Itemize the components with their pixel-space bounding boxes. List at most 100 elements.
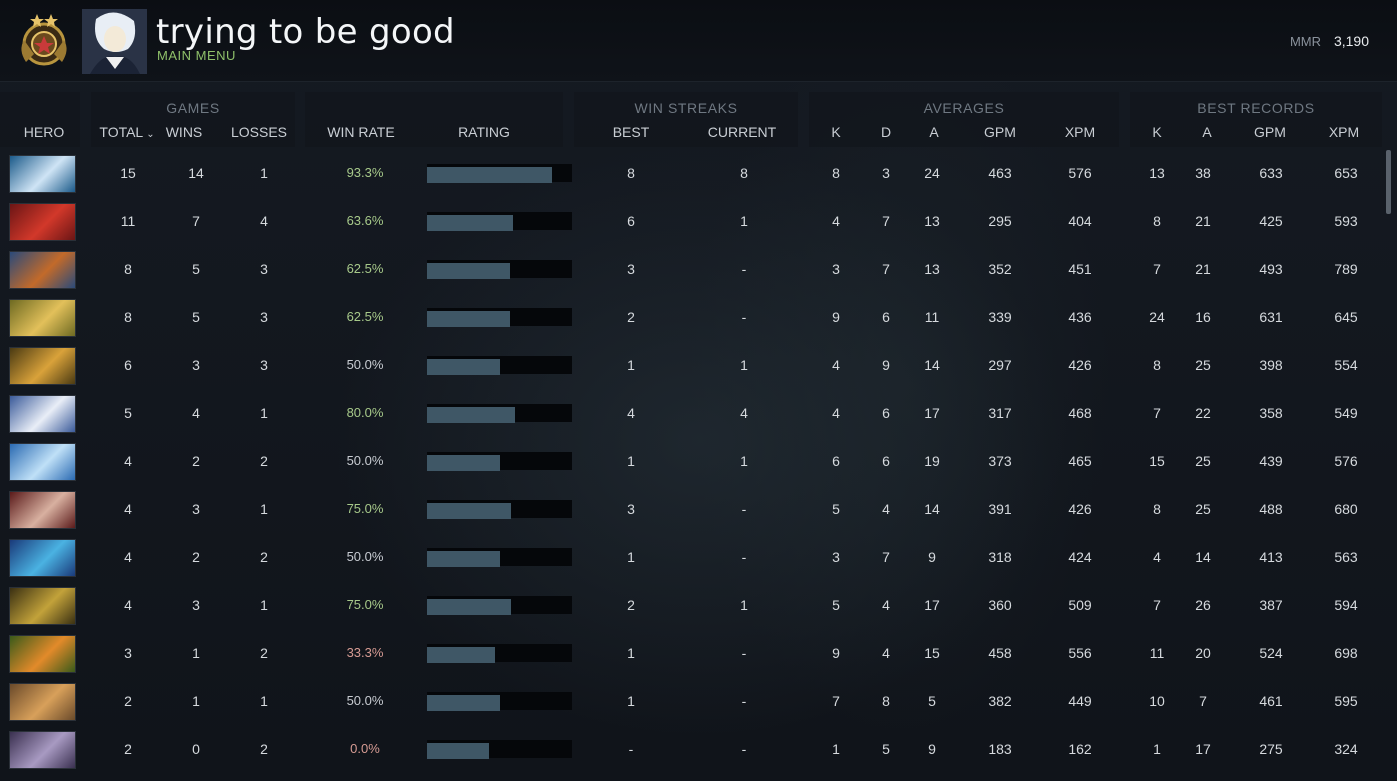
col-best-k[interactable]: K	[1152, 124, 1162, 140]
avg-k-cell: 5	[832, 597, 840, 613]
col-best-streak[interactable]: BEST	[612, 124, 650, 140]
current-streak-cell: -	[741, 741, 747, 757]
losses-cell: 4	[260, 213, 268, 229]
table-row[interactable]: 15 14 1 93.3% 8 8 8 3 24 463 576 13 38 633 653	[0, 150, 1380, 198]
avg-d-cell: 9	[882, 357, 890, 373]
best-gpm-cell: 275	[1259, 741, 1283, 757]
table-row[interactable]: 2 1 1 50.0% 1 - 7 8 5 382 449 10 7 461 595	[0, 678, 1380, 726]
table-row[interactable]: 4 2 2 50.0% 1 - 3 7 9 318 424 4 14 413 563	[0, 534, 1380, 582]
col-avg-k[interactable]: K	[831, 124, 841, 140]
col-rating[interactable]: RATING	[458, 124, 510, 140]
rating-bar-fill	[427, 599, 511, 615]
best-xpm-cell: 653	[1334, 165, 1358, 181]
best-streak-cell: 3	[627, 261, 635, 277]
best-a-cell: 14	[1195, 549, 1211, 565]
table-row[interactable]: 3 1 2 33.3% 1 - 9 4 15 458 556 11 20 524 698	[0, 630, 1380, 678]
total-cell: 3	[124, 645, 132, 661]
avg-a-cell: 17	[924, 597, 940, 613]
slark-hero-portrait[interactable]	[9, 539, 76, 577]
rating-bar	[427, 644, 572, 663]
techies-hero-portrait[interactable]	[9, 683, 76, 721]
games-group-title: GAMES	[166, 100, 220, 116]
col-wins[interactable]: WINS	[165, 124, 203, 140]
table-row[interactable]: 6 3 3 50.0% 1 1 4 9 14 297 426 8 25 398 554	[0, 342, 1380, 390]
table-row[interactable]: 8 5 3 62.5% 3 - 3 7 13 352 451 7 21 493 789	[0, 246, 1380, 294]
rating-bar-fill	[427, 263, 510, 279]
avg-k-cell: 4	[832, 213, 840, 229]
best-records-header-block	[1130, 92, 1382, 147]
total-cell: 2	[124, 741, 132, 757]
losses-cell: 3	[260, 261, 268, 277]
player-avatar[interactable]	[82, 9, 147, 74]
bane-hero-portrait[interactable]	[9, 731, 76, 769]
total-cell: 6	[124, 357, 132, 373]
rating-bar	[427, 404, 572, 423]
col-avg-a[interactable]: A	[929, 124, 939, 140]
col-avg-gpm[interactable]: GPM	[984, 124, 1016, 140]
sort-descending-icon: ⌄	[146, 129, 155, 140]
table-row[interactable]: 5 4 1 80.0% 4 4 4 6 17 317 468 7 22 358 549	[0, 390, 1380, 438]
avg-d-cell: 6	[882, 309, 890, 325]
avg-gpm-cell: 297	[988, 357, 1012, 373]
col-win-rate[interactable]: WIN RATE	[327, 124, 395, 140]
main-menu-link[interactable]: MAIN MENU	[157, 48, 236, 63]
col-best-xpm[interactable]: XPM	[1328, 124, 1360, 140]
col-avg-xpm[interactable]: XPM	[1064, 124, 1096, 140]
crystal-maiden-hero-portrait[interactable]	[9, 395, 76, 433]
wraith-king-hero-portrait[interactable]	[9, 587, 76, 625]
col-best-a[interactable]: A	[1202, 124, 1212, 140]
losses-cell: 2	[260, 453, 268, 469]
table-row[interactable]: 8 5 3 62.5% 2 - 9 6 11 339 436 24 16 631 645	[0, 294, 1380, 342]
games-header-block	[91, 92, 295, 147]
col-avg-d[interactable]: D	[880, 124, 892, 140]
best-streak-cell: 1	[627, 549, 635, 565]
total-cell: 5	[124, 405, 132, 421]
win-rate-cell: 75.0%	[346, 501, 384, 516]
windranger-hero-portrait[interactable]	[9, 635, 76, 673]
omniknight-hero-portrait[interactable]	[9, 299, 76, 337]
win-rate-cell: 50.0%	[346, 453, 384, 468]
zeus-hero-portrait[interactable]	[9, 155, 76, 193]
bloodseeker-hero-portrait[interactable]	[9, 203, 76, 241]
avg-d-cell: 8	[882, 693, 890, 709]
best-gpm-cell: 425	[1259, 213, 1283, 229]
mmr-label: MMR	[1289, 34, 1321, 49]
table-row[interactable]: 11 7 4 63.6% 6 1 4 7 13 295 404 8 21 425 593	[0, 198, 1380, 246]
losses-cell: 1	[260, 597, 268, 613]
scrollbar-thumb[interactable]	[1386, 150, 1391, 214]
current-streak-cell: 1	[740, 453, 748, 469]
best-a-cell: 17	[1195, 741, 1211, 757]
table-row[interactable]: 4 3 1 75.0% 3 - 5 4 14 391 426 8 25 488 680	[0, 486, 1380, 534]
win-rate-cell: 50.0%	[346, 357, 384, 372]
table-row[interactable]: 4 3 1 75.0% 2 1 5 4 17 360 509 7 26 387 594	[0, 582, 1380, 630]
rating-bar	[427, 260, 572, 279]
win-streaks-group-title: WIN STREAKS	[634, 100, 738, 116]
table-row[interactable]: 2 0 2 0.0% - - 1 5 9 183 162 1 17 275 324	[0, 726, 1380, 774]
best-gpm-cell: 398	[1259, 357, 1283, 373]
total-cell: 8	[124, 261, 132, 277]
best-streak-cell: 2	[627, 597, 635, 613]
total-cell: 11	[120, 213, 136, 229]
col-current-streak[interactable]: CURRENT	[707, 124, 777, 140]
rating-bar	[427, 356, 572, 375]
avg-gpm-cell: 183	[988, 741, 1012, 757]
col-hero[interactable]: HERO	[23, 124, 65, 140]
best-a-cell: 25	[1195, 357, 1211, 373]
rating-bar	[427, 308, 572, 327]
best-a-cell: 7	[1199, 693, 1207, 709]
gyrocopter-hero-portrait[interactable]	[9, 251, 76, 289]
alchemist-hero-portrait[interactable]	[9, 347, 76, 385]
best-k-cell: 10	[1149, 693, 1165, 709]
col-losses[interactable]: LOSSES	[230, 124, 288, 140]
ancient-apparition-hero-portrait[interactable]	[9, 443, 76, 481]
avg-gpm-cell: 382	[988, 693, 1012, 709]
best-gpm-cell: 439	[1259, 453, 1283, 469]
best-xpm-cell: 594	[1334, 597, 1358, 613]
table-row[interactable]: 4 2 2 50.0% 1 1 6 6 19 373 465 15 25 439 576	[0, 438, 1380, 486]
rating-bar	[427, 740, 572, 759]
col-best-gpm[interactable]: GPM	[1254, 124, 1286, 140]
best-xpm-cell: 563	[1334, 549, 1358, 565]
shadow-demon-hero-portrait[interactable]	[9, 491, 76, 529]
col-total[interactable]: TOTAL ⌄	[92, 124, 162, 140]
avg-a-cell: 11	[924, 309, 940, 325]
